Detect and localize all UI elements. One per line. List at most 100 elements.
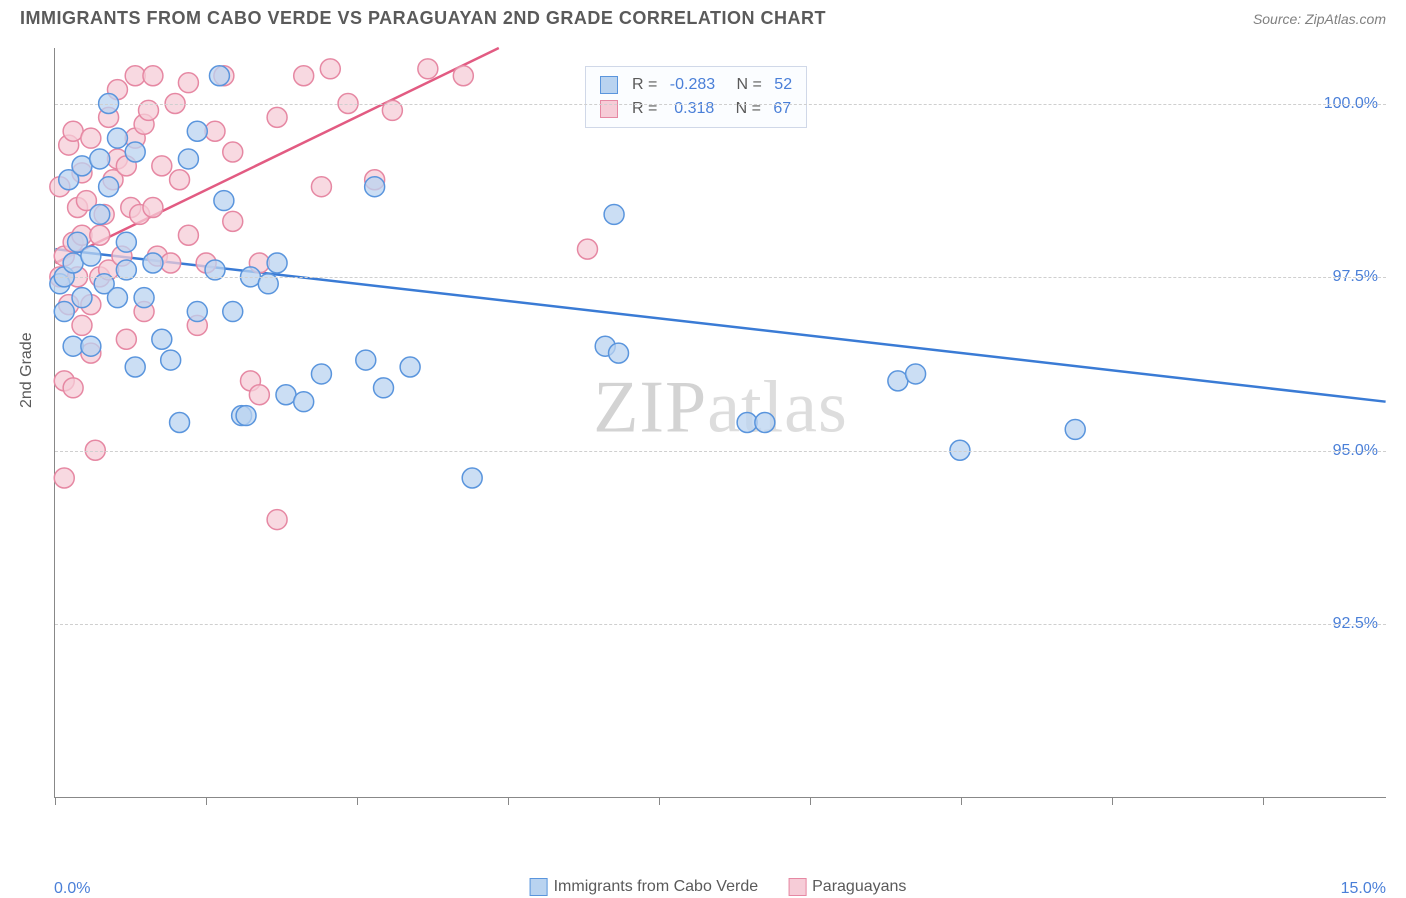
data-point (81, 246, 101, 266)
data-point (178, 149, 198, 169)
r-value: -0.283 (670, 73, 715, 97)
data-point (161, 253, 181, 273)
data-point (81, 128, 101, 148)
data-point (906, 364, 926, 384)
chart-container: 2nd Grade ZIPatlas R = -0.283 N = 52R = … (48, 48, 1388, 868)
x-tick (810, 797, 811, 805)
data-point (294, 66, 314, 86)
data-point (577, 239, 597, 259)
data-point (143, 198, 163, 218)
data-point (90, 149, 110, 169)
legend-item: Immigrants from Cabo Verde (530, 878, 759, 896)
data-point (267, 253, 287, 273)
x-tick (961, 797, 962, 805)
data-point (311, 177, 331, 197)
data-point (134, 288, 154, 308)
data-point (214, 191, 234, 211)
data-point (90, 225, 110, 245)
source-label: Source: ZipAtlas.com (1253, 11, 1386, 27)
data-point (90, 204, 110, 224)
legend-item: Paraguayans (788, 878, 906, 896)
data-point (63, 121, 83, 141)
data-point (374, 378, 394, 398)
chart-title: IMMIGRANTS FROM CABO VERDE VS PARAGUAYAN… (20, 8, 826, 29)
r-value: 0.318 (674, 97, 714, 121)
data-point (737, 413, 757, 433)
data-point (178, 225, 198, 245)
x-tick (1112, 797, 1113, 805)
top-legend-box: R = -0.283 N = 52R = 0.318 N = 67 (585, 66, 807, 128)
data-point (236, 406, 256, 426)
y-axis-label: 2nd Grade (18, 332, 36, 408)
data-point (72, 315, 92, 335)
gridline-h (55, 104, 1386, 105)
gridline-h (55, 277, 1386, 278)
data-point (755, 413, 775, 433)
scatter-svg (55, 48, 1386, 797)
data-point (107, 128, 127, 148)
data-point (888, 371, 908, 391)
data-point (143, 66, 163, 86)
x-tick (357, 797, 358, 805)
data-point (125, 357, 145, 377)
data-point (400, 357, 420, 377)
data-point (107, 288, 127, 308)
data-point (72, 156, 92, 176)
data-point (320, 59, 340, 79)
data-point (267, 107, 287, 127)
data-point (170, 170, 190, 190)
data-point (81, 336, 101, 356)
data-point (249, 385, 269, 405)
data-point (54, 468, 74, 488)
data-point (418, 59, 438, 79)
data-point (604, 204, 624, 224)
data-point (1065, 419, 1085, 439)
data-point (205, 121, 225, 141)
x-tick (206, 797, 207, 805)
data-point (99, 177, 119, 197)
data-point (209, 66, 229, 86)
data-point (63, 378, 83, 398)
data-point (276, 385, 296, 405)
legend-label: Paraguayans (812, 878, 906, 895)
data-point (125, 142, 145, 162)
legend-swatch (530, 878, 548, 896)
data-point (63, 336, 83, 356)
data-point (152, 156, 172, 176)
data-point (116, 329, 136, 349)
data-point (365, 177, 385, 197)
data-point (223, 211, 243, 231)
legend-swatch (788, 878, 806, 896)
x-tick (659, 797, 660, 805)
data-point (178, 73, 198, 93)
data-point (143, 253, 163, 273)
x-tick (508, 797, 509, 805)
legend-label: Immigrants from Cabo Verde (554, 878, 759, 895)
data-point (356, 350, 376, 370)
data-point (72, 288, 92, 308)
gridline-h (55, 451, 1386, 452)
data-point (187, 302, 207, 322)
data-point (267, 510, 287, 530)
data-point (609, 343, 629, 363)
data-point (116, 232, 136, 252)
data-point (223, 142, 243, 162)
data-point (294, 392, 314, 412)
legend-row: R = 0.318 N = 67 (600, 97, 792, 121)
n-value: 67 (773, 97, 791, 121)
x-max-label: 15.0% (1341, 880, 1386, 898)
data-point (187, 121, 207, 141)
x-tick (55, 797, 56, 805)
gridline-h (55, 624, 1386, 625)
data-point (125, 66, 145, 86)
data-point (161, 350, 181, 370)
x-min-label: 0.0% (54, 880, 90, 898)
legend-row: R = -0.283 N = 52 (600, 73, 792, 97)
data-point (54, 302, 74, 322)
data-point (170, 413, 190, 433)
n-value: 52 (774, 73, 792, 97)
bottom-legend: Immigrants from Cabo Verde Paraguayans (530, 878, 907, 896)
legend-swatch (600, 76, 618, 94)
x-tick (1263, 797, 1264, 805)
plot-area: ZIPatlas R = -0.283 N = 52R = 0.318 N = … (54, 48, 1386, 798)
